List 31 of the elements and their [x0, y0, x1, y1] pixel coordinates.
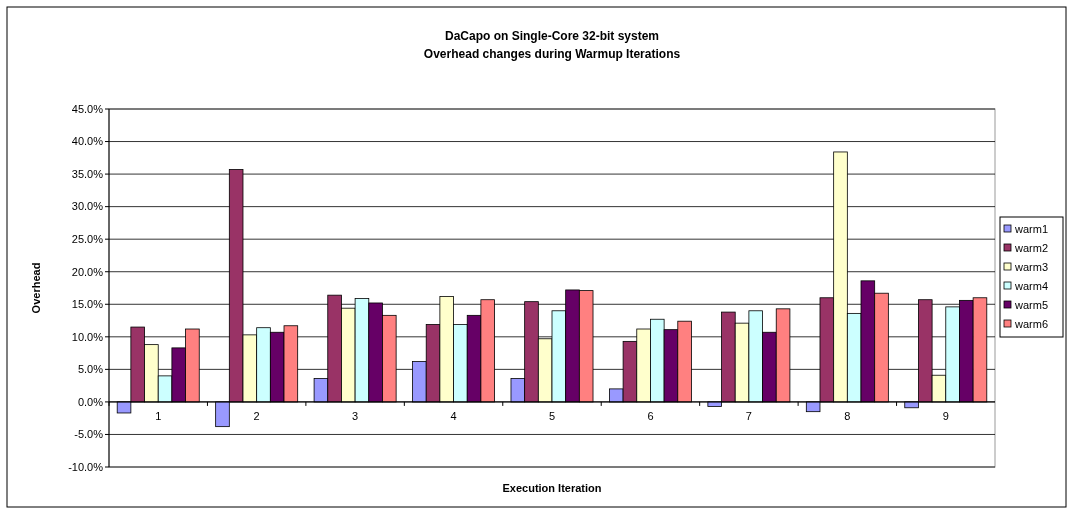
x-tick-label: 4: [450, 409, 457, 422]
y-tick-label: 40.0%: [71, 135, 104, 148]
x-axis-title: Execution Iteration: [502, 482, 602, 494]
y-tick-label: -5.0%: [74, 428, 104, 441]
legend-label: warm2: [1014, 241, 1049, 254]
y-axis-title: Overhead: [30, 262, 42, 314]
y-tick-label: 20.0%: [71, 265, 104, 278]
x-tick-label: 7: [745, 409, 752, 422]
chart-subtitle: Overhead changes during Warmup Iterations: [423, 47, 681, 61]
x-tick-label: 2: [253, 409, 260, 422]
x-tick-label: 8: [844, 409, 851, 422]
x-tick-label: 5: [548, 409, 556, 422]
legend-label: warm3: [1014, 260, 1049, 273]
legend-label: warm1: [1014, 222, 1049, 235]
y-tick-label: 45.0%: [71, 102, 104, 115]
y-tick-label: 10.0%: [71, 330, 104, 343]
chart-title: DaCapo on Single-Core 32-bit system: [444, 29, 660, 43]
x-tick-label: 3: [352, 409, 359, 422]
x-tick-label: 1: [155, 409, 162, 422]
y-tick-label: -10.0%: [68, 460, 104, 473]
y-tick-label: 30.0%: [71, 200, 104, 213]
y-tick-label: 5.0%: [77, 363, 104, 376]
y-tick-label: 25.0%: [71, 233, 104, 246]
x-tick-label: 9: [942, 409, 949, 422]
y-tick-label: 15.0%: [71, 298, 104, 311]
x-tick-label: 6: [647, 409, 654, 422]
legend-label: warm4: [1014, 279, 1049, 292]
y-tick-label: 0.0%: [77, 395, 104, 408]
legend-label: warm6: [1014, 317, 1049, 330]
legend-label: warm5: [1014, 298, 1049, 311]
y-tick-label: 35.0%: [71, 167, 104, 180]
